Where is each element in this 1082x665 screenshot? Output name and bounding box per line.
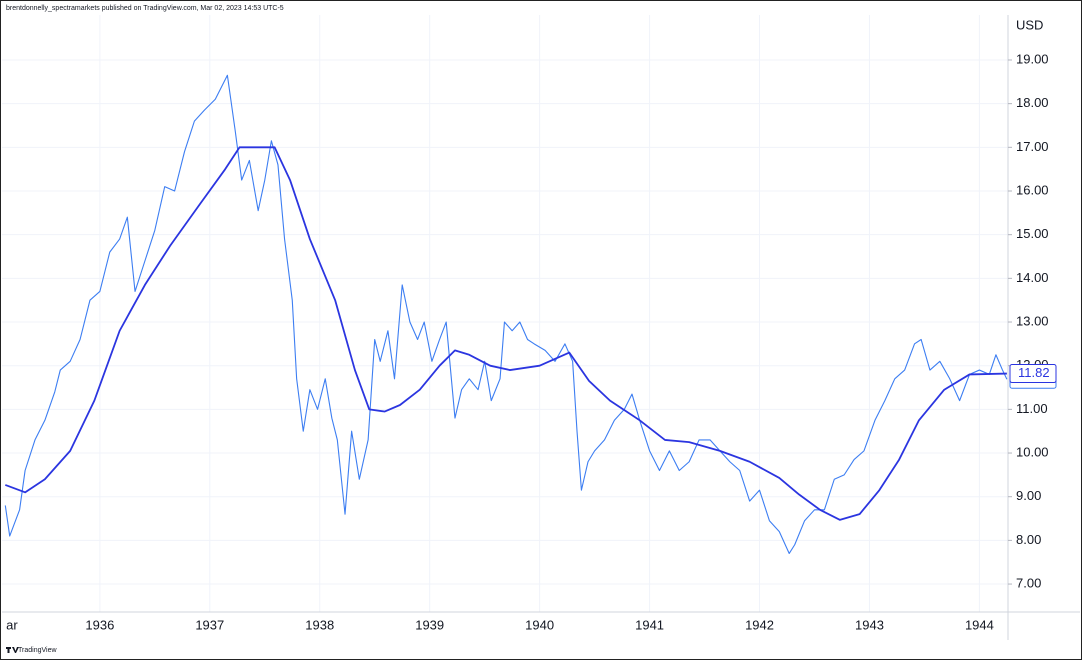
logo: [6, 647, 19, 653]
x-tick-label: 1941: [635, 617, 664, 632]
footer: TradingView: [18, 647, 57, 654]
x-tick-label: 1936: [85, 617, 114, 632]
x-tick-label: ar: [6, 617, 18, 632]
x-tick-label: 1940: [525, 617, 554, 632]
price-line: [4, 74, 1008, 555]
last-value-box: [1009, 364, 1057, 384]
last-value-label: 11.82: [1018, 365, 1050, 380]
x-tick-label: 1942: [745, 617, 774, 632]
y-tick-label: 11.00: [1016, 401, 1048, 416]
y-tick-label: 8.00: [1016, 532, 1041, 547]
y-tick-label: 13.00: [1016, 313, 1049, 328]
y-unit: USD: [1016, 17, 1043, 32]
x-tick-label: 1938: [305, 617, 334, 632]
x-tick-label: 1944: [965, 617, 994, 632]
y-tick-label: 16.00: [1016, 182, 1049, 197]
y-tick-label: 10.00: [1016, 444, 1049, 459]
y-tick-label: 18.00: [1016, 95, 1049, 110]
y-tick-label: 7.00: [1016, 575, 1041, 590]
y-tick-label: 9.00: [1016, 488, 1041, 503]
y-tick-label: 14.00: [1016, 270, 1049, 285]
last-value-badge: 11.82: [1009, 364, 1057, 384]
y-tick-label: 19.00: [1016, 51, 1049, 66]
x-tick-label: 1937: [195, 617, 224, 632]
y-tick-label: 17.00: [1016, 139, 1049, 154]
price-line: [4, 146, 1007, 521]
y-tick-label: 15.00: [1016, 226, 1049, 241]
header: brentdonnelly_spectramarkets published o…: [6, 5, 284, 12]
x-tick-label: 1943: [855, 617, 884, 632]
x-tick-label: 1939: [415, 617, 444, 632]
